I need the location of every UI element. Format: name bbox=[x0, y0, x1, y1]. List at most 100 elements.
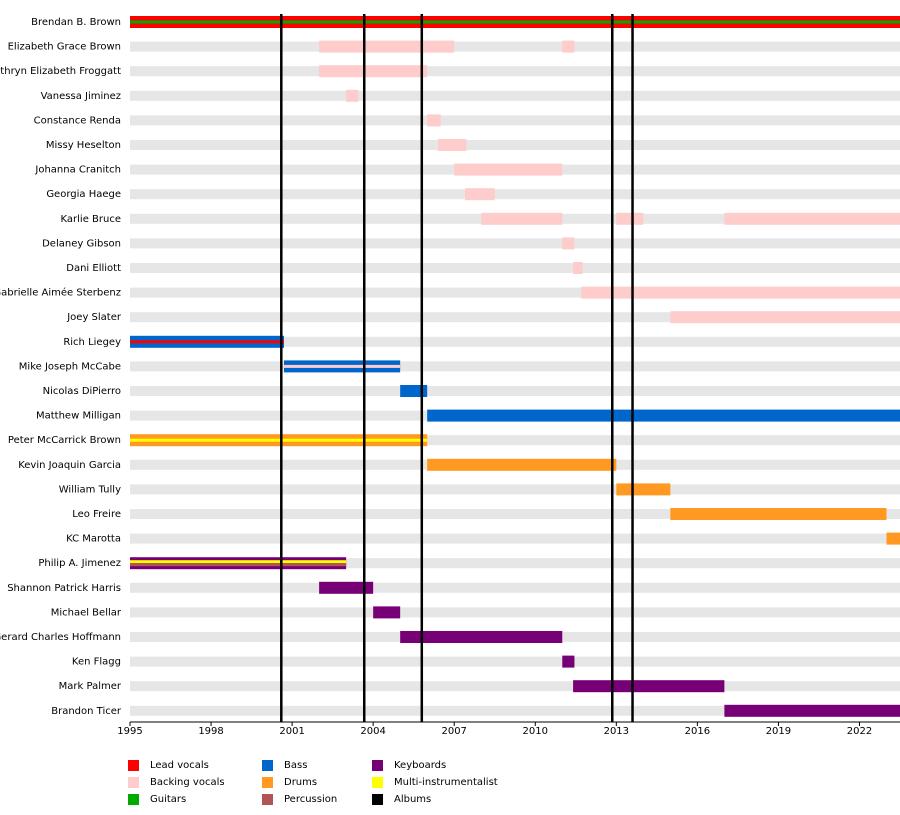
member-label: Mike Joseph McCabe bbox=[19, 361, 121, 372]
role-stripe bbox=[130, 563, 347, 567]
member-label: Ken Flagg bbox=[72, 657, 121, 668]
member-bar bbox=[400, 631, 563, 643]
legend-swatch bbox=[262, 760, 273, 771]
row-band bbox=[130, 140, 900, 150]
member-bar bbox=[319, 581, 374, 594]
member-bar bbox=[724, 704, 900, 717]
role-stripe bbox=[130, 20, 900, 24]
role-stripe bbox=[130, 438, 428, 442]
row-band bbox=[130, 41, 900, 52]
row-band bbox=[130, 705, 900, 716]
member-label: Karlie Bruce bbox=[61, 214, 121, 225]
member-bar bbox=[670, 508, 887, 520]
member-bar bbox=[465, 188, 495, 201]
member-label: Gerard Charles Hoffmann bbox=[0, 632, 121, 643]
row-band bbox=[130, 361, 900, 372]
member-bar bbox=[562, 40, 575, 53]
x-tick-label: 1998 bbox=[198, 726, 223, 737]
row-band bbox=[130, 558, 900, 569]
member-label: Joey Slater bbox=[66, 312, 122, 323]
row-band bbox=[130, 312, 900, 323]
member-bar bbox=[581, 286, 900, 299]
member-label: Brandon Ticer bbox=[51, 706, 122, 717]
member-bar bbox=[724, 212, 900, 225]
row-band bbox=[130, 607, 900, 618]
x-tick-label: 2022 bbox=[847, 726, 872, 737]
row-band bbox=[130, 435, 900, 446]
x-tick-label: 2016 bbox=[685, 726, 710, 737]
row-band bbox=[130, 115, 900, 126]
member-label: KC Marotta bbox=[66, 534, 121, 545]
member-label: Gabrielle Aimée Sterbenz bbox=[0, 287, 121, 299]
row-band bbox=[130, 287, 900, 298]
x-tick-label: 2001 bbox=[279, 726, 304, 737]
member-label: Nicolas DiPierro bbox=[43, 386, 121, 397]
row-band bbox=[130, 386, 900, 396]
role-stripe bbox=[130, 560, 347, 564]
row-band bbox=[130, 90, 900, 101]
member-label: William Tully bbox=[59, 484, 121, 495]
legend-label: Drums bbox=[284, 777, 317, 788]
member-label: Kathryn Elizabeth Froggatt bbox=[0, 66, 121, 77]
member-bar bbox=[562, 237, 575, 250]
legend-swatch bbox=[128, 777, 139, 788]
member-bar bbox=[481, 212, 563, 225]
x-tick-label: 2013 bbox=[604, 726, 629, 737]
member-label: Matthew Milligan bbox=[36, 411, 121, 422]
row-band bbox=[130, 582, 900, 593]
legend-label: Percussion bbox=[284, 794, 337, 805]
member-label: Michael Bellar bbox=[51, 607, 122, 618]
member-label: Kevin Joaquin Garcia bbox=[18, 460, 121, 471]
member-bar bbox=[670, 311, 900, 324]
member-label: Brendan B. Brown bbox=[31, 17, 121, 28]
legend-label: Backing vocals bbox=[150, 777, 225, 788]
row-band bbox=[130, 66, 900, 77]
member-bar bbox=[319, 40, 455, 53]
member-label: Johanna Cranitch bbox=[34, 165, 121, 176]
member-label: Peter McCarrick Brown bbox=[8, 435, 121, 446]
row-band bbox=[130, 533, 900, 544]
member-bar bbox=[427, 458, 617, 471]
row-band bbox=[130, 484, 900, 495]
row-band bbox=[130, 509, 900, 519]
member-bar bbox=[573, 680, 725, 693]
member-label: Shannon Patrick Harris bbox=[7, 583, 121, 594]
member-bar bbox=[454, 163, 563, 176]
row-band bbox=[130, 238, 900, 249]
member-bar bbox=[573, 262, 583, 274]
legend-swatch bbox=[262, 794, 273, 805]
legend-label: Bass bbox=[284, 760, 307, 771]
row-band bbox=[130, 681, 900, 692]
member-label: Elizabeth Grace Brown bbox=[8, 42, 121, 53]
member-bar bbox=[886, 532, 900, 545]
member-bar bbox=[616, 212, 644, 225]
member-label: Georgia Haege bbox=[46, 189, 121, 200]
member-bar bbox=[373, 606, 401, 619]
legend-label: Lead vocals bbox=[150, 760, 209, 771]
member-bar bbox=[438, 139, 467, 151]
member-label: Leo Freire bbox=[72, 509, 121, 520]
member-label: Philip A. Jimenez bbox=[38, 558, 121, 569]
legend-swatch bbox=[262, 777, 273, 788]
member-bar bbox=[319, 65, 428, 78]
x-tick-label: 2010 bbox=[523, 726, 548, 737]
x-tick-label: 1995 bbox=[117, 726, 142, 737]
member-label: Dani Elliott bbox=[66, 263, 121, 274]
role-stripe bbox=[130, 340, 284, 344]
legend-swatch bbox=[372, 760, 383, 771]
member-bar bbox=[562, 655, 575, 668]
legend-label: Albums bbox=[394, 794, 431, 805]
member-bar bbox=[427, 114, 441, 127]
x-tick-label: 2019 bbox=[766, 726, 791, 737]
member-bar bbox=[616, 483, 671, 496]
member-bar bbox=[346, 89, 359, 102]
x-tick-label: 2004 bbox=[360, 726, 385, 737]
row-band bbox=[130, 189, 900, 200]
member-label: Constance Renda bbox=[34, 115, 121, 126]
legend-swatch bbox=[372, 794, 383, 805]
member-bar bbox=[400, 385, 428, 397]
legend-swatch bbox=[128, 794, 139, 805]
legend-swatch bbox=[128, 760, 139, 771]
member-bar bbox=[427, 409, 900, 422]
